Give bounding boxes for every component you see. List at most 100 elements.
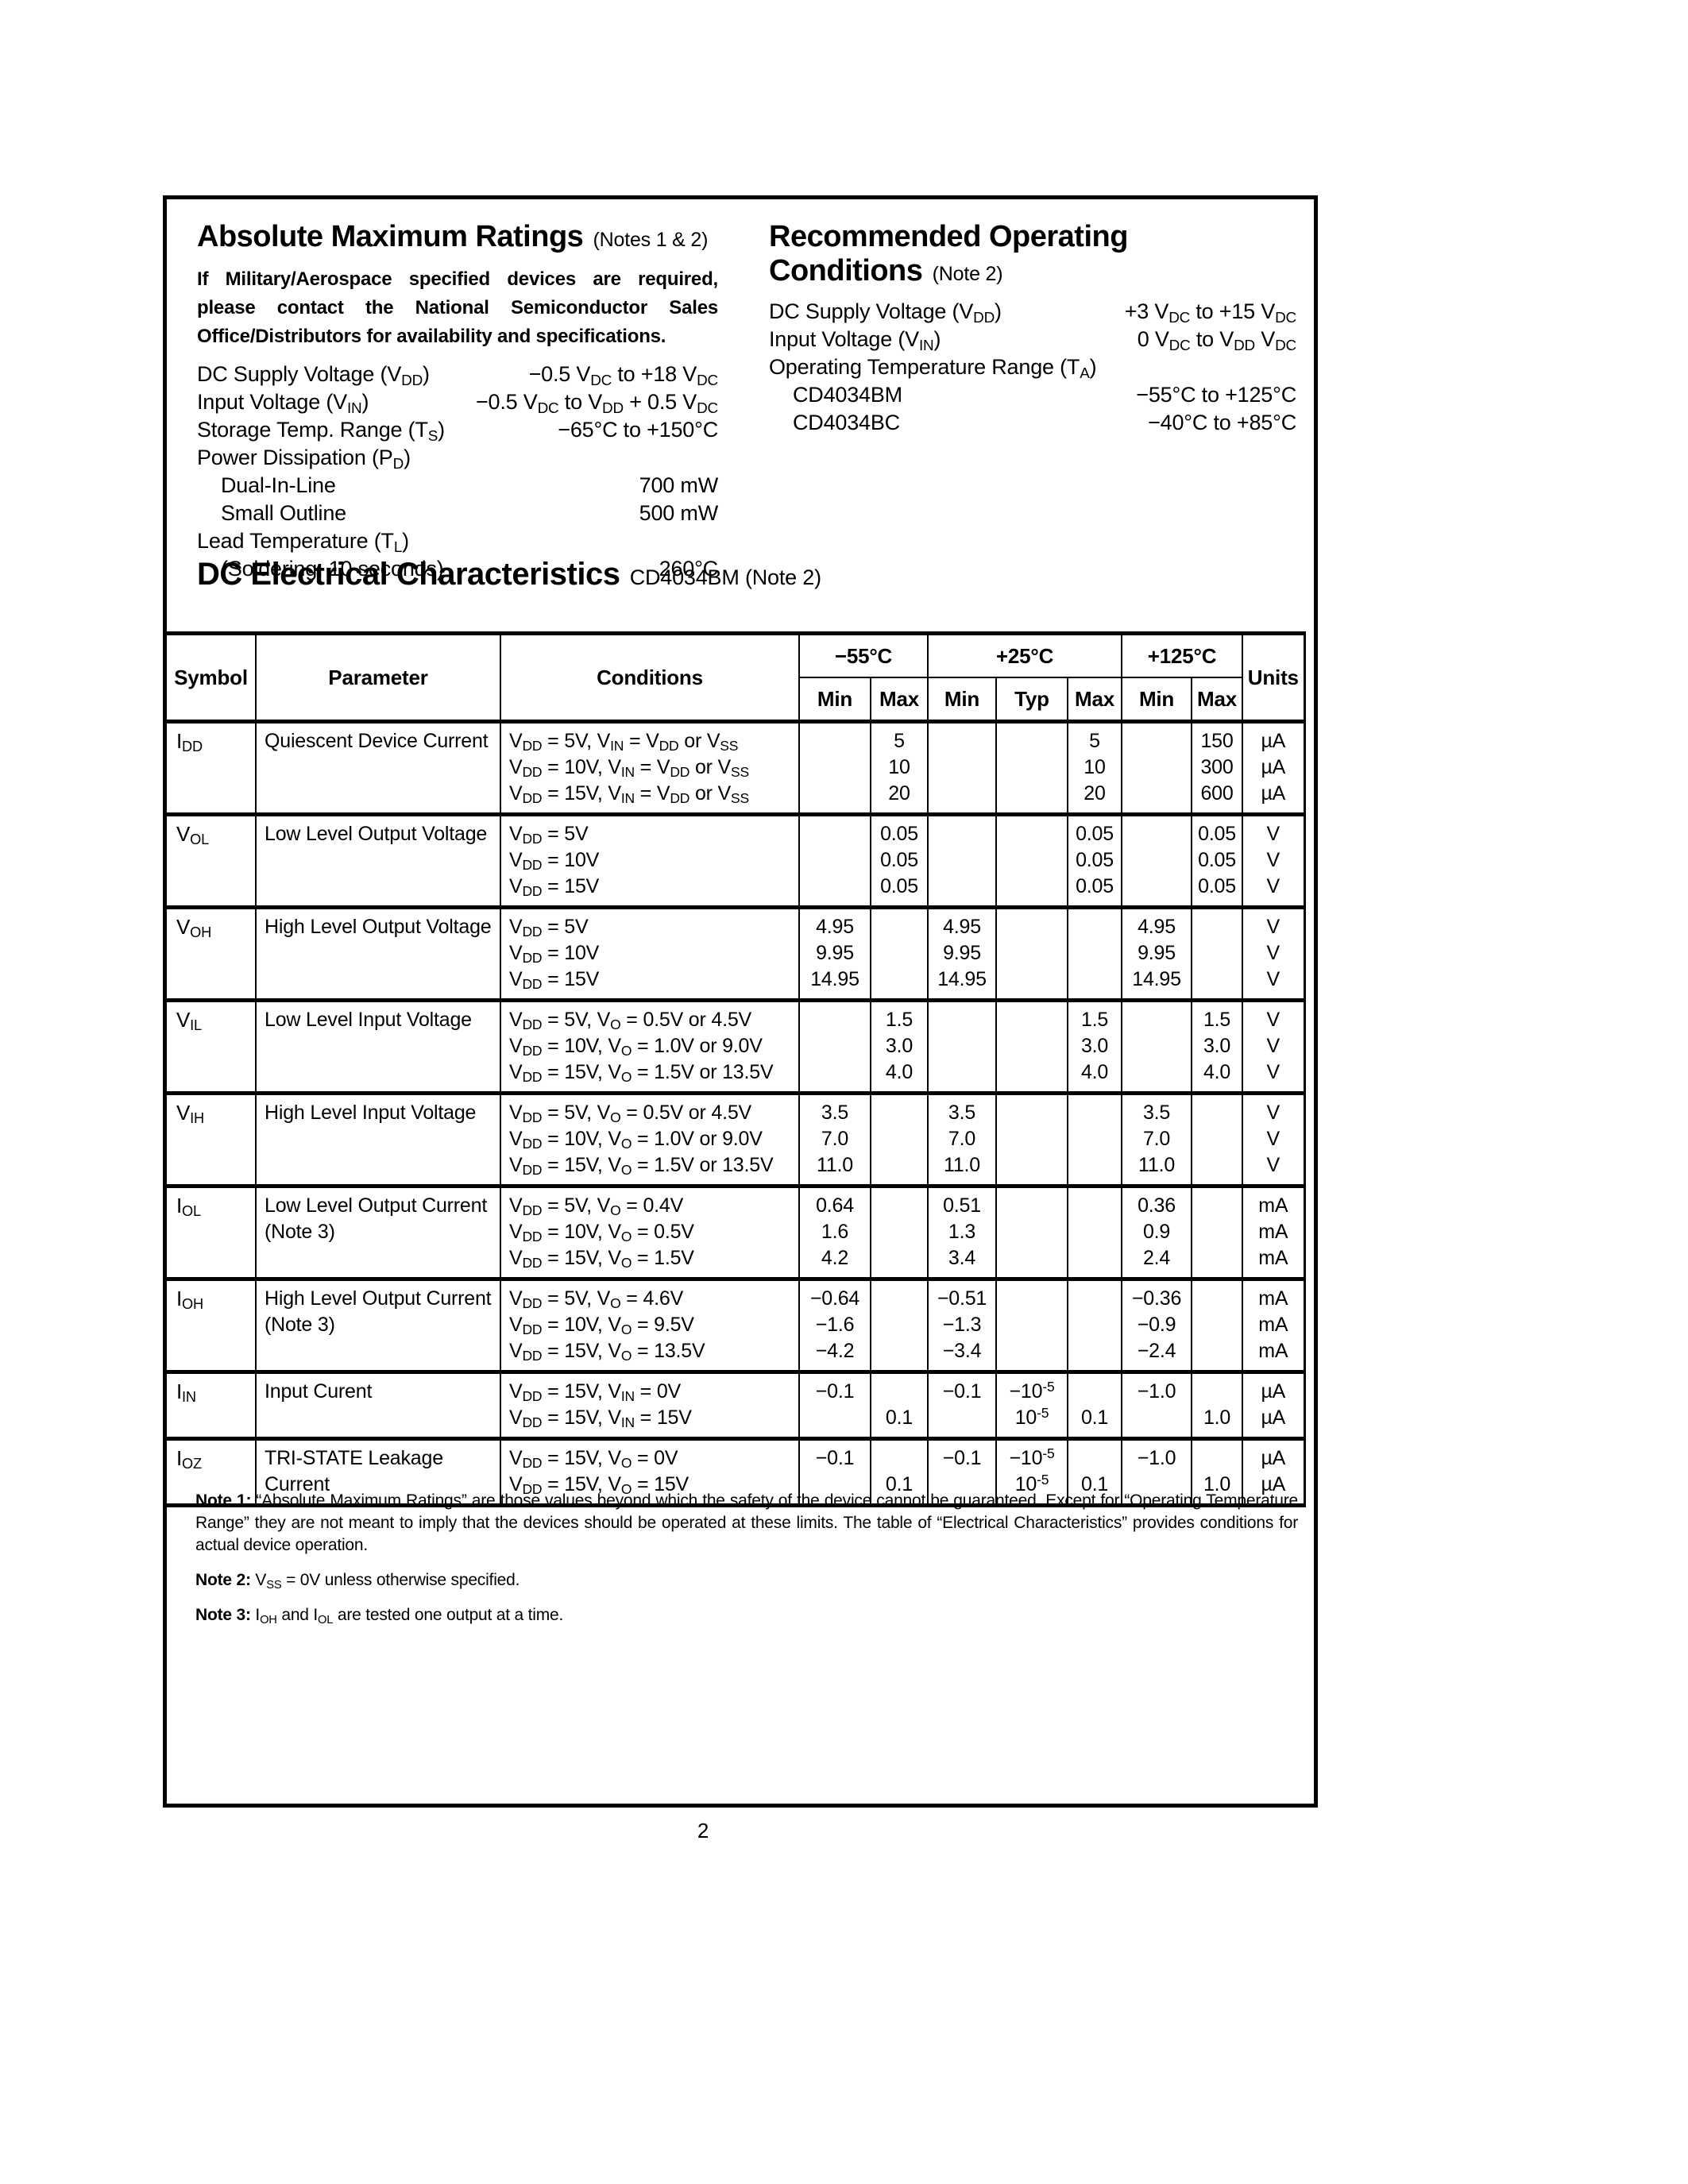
conditions-column-header: Conditions <box>500 631 799 722</box>
value-line <box>871 1312 927 1338</box>
value-cell: 3.5 7.0 11.0 <box>798 1091 871 1187</box>
page-number: 2 <box>697 1819 709 1843</box>
value-line <box>997 914 1067 940</box>
value-line: −1.3 <box>942 1314 982 1336</box>
spec-label: DC Supply Voltage (VDD) <box>769 299 1002 326</box>
parameter-line: High Level Output Voltage <box>265 916 492 938</box>
unit-line: µA <box>1261 730 1286 752</box>
value-line <box>997 781 1067 807</box>
parameter-line: Low Level Input Voltage <box>265 1009 472 1031</box>
unit-line: V <box>1266 968 1280 990</box>
symbol-text: IOL <box>176 1194 201 1220</box>
spec-row: Input Voltage (VIN) 0 VDC to VDD VDC <box>769 326 1296 353</box>
spec-label: Lead Temperature (TL) <box>197 529 409 556</box>
value-line: 14.95 <box>937 968 987 990</box>
value-line <box>997 847 1067 874</box>
parameter-line: (Note 3) <box>265 1221 335 1243</box>
parameter-line: Low Level Output Current <box>265 1194 488 1217</box>
value-line: 0.05 <box>1076 823 1114 845</box>
value-cell <box>1066 1277 1122 1372</box>
value-cell: −0.51 −1.3 −3.4 <box>927 1277 996 1372</box>
note: Note 3: IOH and IOL are tested one outpu… <box>195 1604 1298 1626</box>
value-cell: 1.5 3.0 4.0 <box>1191 998 1243 1094</box>
value-line: 1.0 <box>1203 1473 1231 1495</box>
value-line <box>871 967 927 993</box>
value-line: 600 <box>1200 782 1234 805</box>
value-line: 1.5 <box>1203 1009 1231 1031</box>
value-cell: 1.5 3.0 4.0 <box>1066 998 1122 1094</box>
value-line <box>800 821 870 847</box>
parameter-column-header: Parameter <box>255 631 500 722</box>
min-typ-max-header: Max <box>1066 677 1122 722</box>
value-cell <box>798 720 871 815</box>
value-line <box>1192 1219 1242 1245</box>
spec-label: CD4034BM <box>793 383 902 407</box>
value-cell <box>1191 1091 1243 1187</box>
value-line: 0.05 <box>1076 849 1114 871</box>
table-head: Symbol Parameter Conditions −55°C +25°C +125°… <box>167 631 1306 722</box>
parameter-cell: TRI-STATE Leakage Current <box>255 1437 500 1506</box>
unit-line: V <box>1266 849 1280 871</box>
dc-electrical-characteristics-heading: DC Electrical Characteristics CD4034BM (… <box>197 557 821 592</box>
value-cell: −1.0 <box>1121 1370 1192 1439</box>
value-line <box>800 1007 870 1033</box>
value-cell: 0.05 0.05 0.05 <box>1191 812 1243 908</box>
value-line: 0.05 <box>1076 875 1114 897</box>
value-line: 0.05 <box>1198 849 1236 871</box>
value-line: 11.0 <box>816 1154 853 1176</box>
spec-label: Power Dissipation (PD) <box>197 446 411 473</box>
symbol-cell: IIN <box>167 1370 256 1439</box>
value-line: 9.95 <box>816 942 854 964</box>
spec-row: DC Supply Voltage (VDD) +3 VDC to +15 VDC <box>769 298 1296 326</box>
value-line <box>997 1033 1067 1059</box>
value-cell <box>995 812 1068 908</box>
value-line <box>1192 1193 1242 1219</box>
note: Note 1: “Absolute Maximum Ratings” are t… <box>195 1490 1298 1557</box>
value-line: −0.51 <box>937 1287 987 1310</box>
notice-line: Office/Distributors for availability and… <box>197 326 666 347</box>
notice-line: please contact the National Semiconducto… <box>197 297 718 318</box>
value-line <box>800 754 870 781</box>
value-line: 14.95 <box>1132 968 1181 990</box>
notice-line: If Military/Aerospace specified devices … <box>197 268 718 290</box>
symbol-cell: VOL <box>167 812 256 908</box>
spec-value: −0.5 VDC to +18 VDC <box>528 362 719 389</box>
value-line <box>997 728 1067 754</box>
value-line <box>800 1405 870 1431</box>
dc-title-subtitle: CD4034BM (Note 2) <box>629 565 821 589</box>
symbol-text: IOH <box>176 1287 203 1313</box>
value-line: 1.0 <box>1203 1406 1231 1429</box>
value-line: 3.0 <box>885 1035 914 1057</box>
table-row: IIN Input Curent VDD = 15V, VIN = 0V VDD = … <box>167 1370 1306 1439</box>
value-cell <box>995 1277 1068 1372</box>
value-cell: 150 300 600 <box>1191 720 1243 815</box>
value-line: 300 <box>1200 756 1234 778</box>
unit-line: mA <box>1258 1287 1288 1310</box>
value-line: 11.0 <box>1138 1154 1176 1176</box>
value-line <box>997 1007 1067 1033</box>
value-line <box>871 1219 927 1245</box>
conditions-cell: VDD = 15V, VIN = 0V VDD = 15V, VIN = 15V <box>500 1370 799 1439</box>
parameter-cell: High Level Output Voltage <box>255 905 500 1001</box>
value-line <box>997 967 1067 993</box>
spec-value: +3 VDC to +15 VDC <box>1124 299 1297 326</box>
symbol-cell: VIH <box>167 1091 256 1187</box>
value-line: 0.05 <box>880 875 918 897</box>
value-line: −0.1 <box>815 1447 855 1469</box>
value-line: −10-5 <box>1009 1445 1055 1469</box>
value-line <box>1122 728 1191 754</box>
spec-value: −40°C to +85°C <box>1148 411 1296 434</box>
conditions-cell: VDD = 5V VDD = 10V VDD = 15V <box>500 905 799 1001</box>
spec-label: DC Supply Voltage (VDD) <box>197 362 430 389</box>
condition-line: VDD = 15V, VIN = 15V <box>509 1406 692 1431</box>
value-line: 10-5 <box>1014 1472 1049 1495</box>
value-cell: 0.1 <box>870 1370 928 1439</box>
min-typ-max-header: Min <box>927 677 996 722</box>
spec-value: 260°C <box>659 557 719 581</box>
value-line <box>871 1152 927 1179</box>
symbol-cell: IOL <box>167 1184 256 1279</box>
parameter-line: Input Curent <box>265 1380 373 1403</box>
unit-line: V <box>1266 1102 1280 1124</box>
value-line <box>1192 1126 1242 1152</box>
value-line <box>1068 1152 1121 1179</box>
